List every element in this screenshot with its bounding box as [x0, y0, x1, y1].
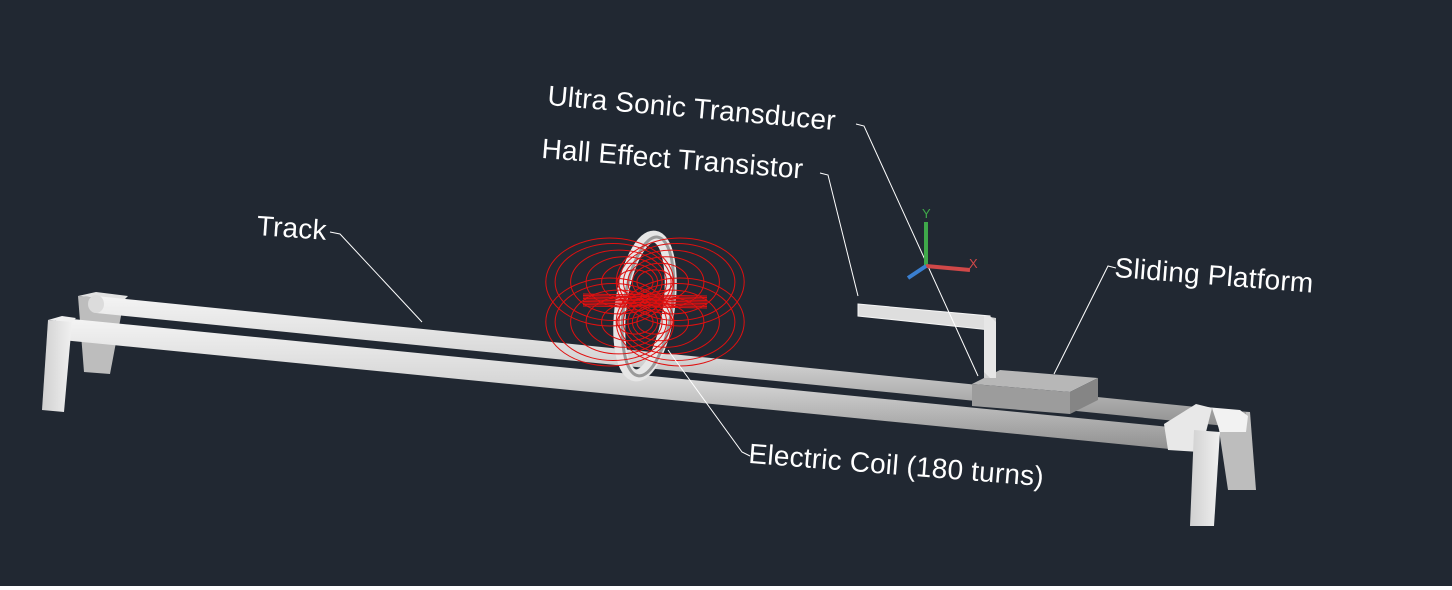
field-line-lower	[618, 283, 736, 361]
field-line-axial	[582, 304, 708, 307]
field-line-axial	[582, 293, 708, 297]
track-rail-back	[88, 295, 1246, 428]
leader-sliding-platform	[1053, 265, 1117, 375]
field-line-lower	[545, 277, 675, 367]
track-leg-front-right	[1164, 404, 1248, 526]
sliding-platform	[972, 370, 1098, 414]
field-line-lower	[570, 289, 668, 355]
magnetic-field-lines	[545, 237, 745, 367]
field-line-upper	[622, 249, 720, 315]
axis-x-line	[925, 264, 971, 272]
ucs-axis-indicator: Y X	[906, 206, 978, 280]
field-line-axial	[582, 299, 708, 303]
field-line-axial	[582, 301, 708, 304]
field-line-upper	[615, 237, 745, 327]
field-line-lower	[554, 283, 672, 361]
field-line-upper	[618, 243, 736, 321]
leader-ultrasonic	[855, 123, 979, 377]
axis-y-label: Y	[922, 206, 931, 221]
field-line-axial	[582, 305, 708, 309]
field-line-upper	[631, 262, 689, 302]
leader-electric-coil	[667, 349, 751, 457]
label-track: Track	[255, 210, 328, 246]
field-line-upper	[554, 243, 672, 321]
axis-z-line	[906, 264, 928, 280]
field-line-lower	[585, 296, 663, 348]
leader-hall-effect	[819, 172, 859, 297]
field-line-axial	[582, 298, 708, 301]
field-line-lower	[631, 302, 689, 342]
leader-track	[329, 231, 423, 323]
field-line-upper	[545, 237, 675, 327]
track-leg-front-left	[42, 316, 76, 412]
field-line-upper	[570, 249, 668, 315]
hall-effect-sensor-arm	[857, 303, 996, 378]
field-line-axial	[582, 295, 708, 298]
field-line-axial	[582, 302, 708, 306]
field-line-axial	[582, 296, 708, 300]
axis-x-label: X	[969, 256, 978, 271]
leader-lines	[329, 123, 1117, 457]
field-line-upper	[585, 256, 663, 308]
